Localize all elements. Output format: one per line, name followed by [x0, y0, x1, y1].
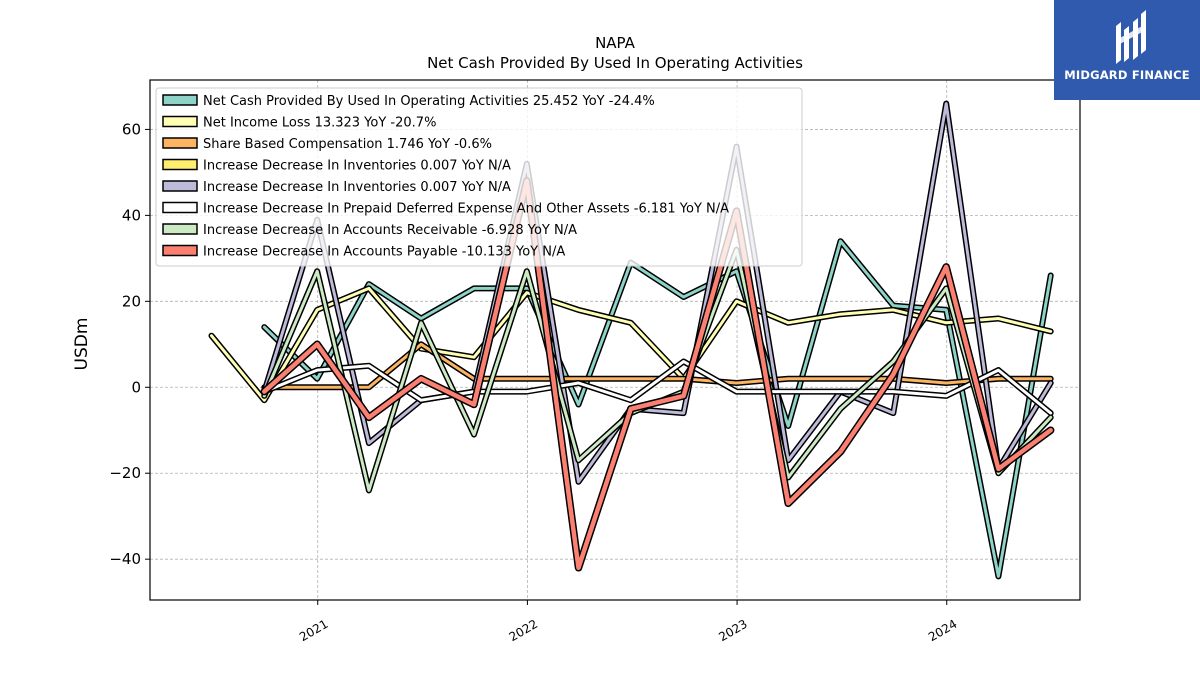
chart-title: NAPA — [595, 34, 636, 52]
y-tick-label: 20 — [122, 292, 141, 310]
legend-swatch — [162, 115, 198, 128]
legend-entry: Share Based Compensation 1.746 YoY -0.6% — [203, 137, 492, 152]
x-tick-label: 2023 — [716, 617, 749, 644]
legend-swatch — [162, 244, 198, 257]
legend-entry: Net Income Loss 13.323 YoY -20.7% — [203, 116, 436, 131]
y-tick-label: 40 — [122, 206, 141, 224]
x-tick-label: 2022 — [507, 617, 540, 644]
legend-entry: Increase Decrease In Prepaid Deferred Ex… — [203, 202, 729, 217]
legend-swatch — [162, 180, 198, 192]
brand-name: MIDGARD FINANCE — [1064, 68, 1190, 82]
legend-entry: Increase Decrease In Inventories 0.007 Y… — [203, 159, 511, 174]
legend-entry: Increase Decrease In Accounts Receivable… — [203, 223, 577, 238]
legend: Net Cash Provided By Used In Operating A… — [155, 87, 803, 267]
legend-entry: Increase Decrease In Accounts Payable -1… — [203, 245, 565, 260]
y-tick-label: 60 — [122, 120, 141, 138]
series-stroke — [262, 178, 1053, 571]
legend-entry: Increase Decrease In Inventories 0.007 Y… — [203, 180, 511, 195]
y-tick-label: −40 — [109, 550, 141, 568]
series-stroke — [262, 102, 1053, 484]
plot-frame — [149, 79, 1081, 601]
y-tick-label: 0 — [131, 378, 141, 396]
legend-swatch — [162, 223, 198, 235]
legend-box — [155, 87, 803, 267]
x-tick-label: 2021 — [297, 617, 330, 644]
chart-subtitle: Net Cash Provided By Used In Operating A… — [427, 54, 803, 72]
legend-entry: Net Cash Provided By Used In Operating A… — [203, 94, 655, 109]
series-line-6 — [261, 358, 1054, 417]
brand-logo: MIDGARD FINANCE — [1054, 0, 1200, 100]
series-line-5 — [261, 100, 1054, 485]
series-lines — [208, 100, 1055, 580]
legend-swatch — [162, 94, 198, 106]
series-stroke — [262, 239, 1053, 578]
series-line-1 — [261, 238, 1054, 580]
y-axis-label: USDm — [72, 318, 92, 371]
midgard-logo-icon — [1116, 10, 1146, 64]
series-line-8 — [260, 177, 1055, 572]
legend-swatch — [162, 158, 198, 171]
series-stroke — [262, 360, 1053, 415]
legend-swatch — [162, 201, 198, 214]
x-tick-label: 2024 — [926, 617, 959, 644]
y-tick-label: −20 — [109, 464, 141, 482]
legend-swatch — [162, 137, 198, 149]
